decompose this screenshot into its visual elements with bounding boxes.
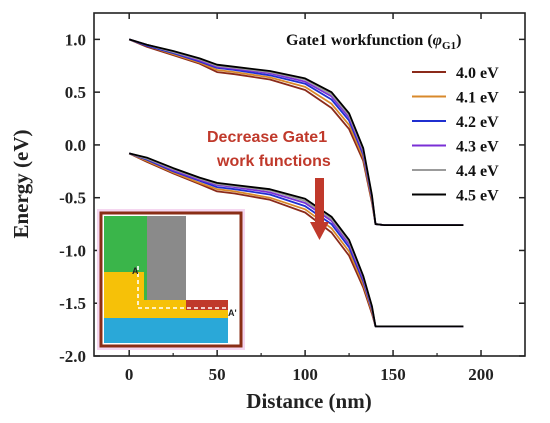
annotation-arrow-shaft	[315, 178, 324, 222]
y-tick-label: 0.5	[65, 83, 86, 102]
inset-drain-contact	[186, 300, 228, 310]
inset-gate2-region	[144, 216, 186, 300]
legend-title-symbol: φ	[433, 32, 442, 49]
x-tick-label: 200	[468, 365, 494, 384]
y-tick-label: 1.0	[65, 30, 86, 49]
x-tick-label: 150	[380, 365, 406, 384]
y-tick-label: 0.0	[65, 136, 86, 155]
y-tick-label: -1.0	[59, 241, 86, 260]
device-inset: A A'	[97, 209, 245, 350]
legend-label: 4.4 eV	[456, 163, 499, 180]
legend-title-subscript: G1	[442, 40, 456, 52]
series-line-upper-5	[128, 38, 464, 226]
series-line-lower-5	[128, 152, 464, 328]
legend-title-suffix: )	[456, 32, 461, 49]
legend-label: 4.0 eV	[456, 65, 499, 82]
y-tick-label: -0.5	[59, 189, 86, 208]
legend-title-prefix: Gate1 workfunction (	[286, 32, 433, 49]
x-tick-label: 50	[209, 365, 226, 384]
inset-substrate-region	[104, 318, 228, 343]
x-axis-label: Distance (nm)	[246, 389, 371, 413]
legend-title: Gate1 workfunction (φG1)	[286, 32, 461, 52]
axis-ticks: 0 50 100 150 200 1.0 0.5 0.0 -0.5 -1.0 -1.5 -2.0	[59, 13, 525, 384]
y-tick-label: -1.5	[59, 294, 86, 313]
x-tick-label: 0	[125, 365, 134, 384]
legend-label: 4.3 eV	[456, 139, 499, 156]
annotation-line2: work functions	[216, 153, 331, 170]
legend: Gate1 workfunction (φG1) 4.0 eV 4.1 eV 4.2…	[286, 32, 499, 205]
inset-gate-region	[104, 216, 144, 272]
y-axis-label: Energy (eV)	[9, 129, 33, 238]
annotation-line1: Decrease Gate1	[207, 129, 327, 146]
y-tick-label: -2.0	[59, 347, 86, 366]
inset-oxide-strip	[144, 216, 147, 300]
legend-label: 4.2 eV	[456, 114, 499, 131]
annotation-arrow-head	[310, 222, 329, 240]
inset-label-a-prime: A'	[228, 308, 237, 318]
legend-label: 4.1 eV	[456, 90, 499, 107]
series-layer	[128, 38, 464, 328]
inset-label-a: A	[132, 266, 139, 276]
plot-frame	[93, 12, 526, 357]
x-tick-label: 100	[292, 365, 318, 384]
legend-label: 4.5 eV	[456, 188, 499, 205]
annotation: Decrease Gate1 work functions	[207, 129, 331, 240]
legend-entries: 4.0 eV 4.1 eV 4.2 eV 4.3 eV 4.4 eV 4.5 eV	[412, 65, 499, 205]
inset-cut-line	[137, 266, 226, 309]
